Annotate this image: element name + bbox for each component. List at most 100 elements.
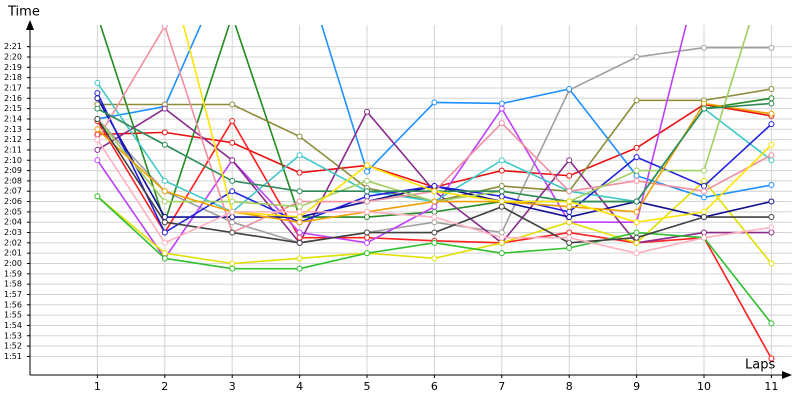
data-point: [633, 144, 640, 151]
x-tick-label: 8: [566, 380, 573, 393]
data-point: [364, 234, 370, 241]
data-point: [498, 239, 505, 246]
x-tick-label: 7: [498, 380, 505, 393]
x-tick-label: 9: [633, 380, 640, 393]
x-tick-label: 3: [229, 380, 236, 393]
data-point: [498, 198, 505, 205]
y-tick-label: 2:17: [4, 83, 22, 92]
data-point: [498, 193, 505, 200]
data-point: [296, 152, 303, 159]
data-point: [768, 229, 775, 236]
data-point: [566, 239, 573, 246]
data-point: [701, 208, 707, 215]
x-tick-label: 11: [764, 380, 778, 393]
y-arrow: [26, 20, 34, 30]
data-point: [566, 172, 573, 179]
data-point: [161, 214, 168, 221]
data-point: [229, 177, 236, 184]
data-point: [633, 239, 640, 246]
y-tick-label: 1:59: [4, 269, 22, 278]
data-point: [229, 139, 236, 146]
data-point: [94, 126, 101, 133]
data-point: [431, 208, 438, 215]
data-point: [364, 198, 370, 205]
data-point: [498, 234, 505, 241]
y-tick-label: 2:15: [4, 104, 22, 113]
data-point: [633, 219, 640, 226]
data-point: [633, 172, 640, 179]
data-point: [768, 224, 775, 231]
data-point: [229, 101, 236, 108]
data-point: [566, 208, 573, 215]
data-point: [498, 105, 505, 112]
data-point: [364, 177, 370, 184]
data-point: [768, 214, 775, 221]
data-point: [701, 229, 707, 236]
data-point: [498, 229, 505, 236]
y-tick-label: 2:13: [4, 125, 22, 134]
data-point: [364, 168, 370, 175]
data-point: [296, 229, 303, 236]
data-point: [161, 255, 168, 262]
data-point: [229, 198, 236, 205]
data-point: [364, 162, 370, 169]
data-point: [296, 198, 303, 205]
data-point: [364, 250, 370, 257]
data-point: [161, 239, 168, 246]
data-point: [229, 118, 236, 125]
data-point: [296, 219, 303, 226]
data-point: [768, 355, 775, 362]
data-point: [94, 90, 101, 97]
y-tick-label: 2:09: [4, 166, 22, 175]
x-axis-label: Laps: [745, 358, 775, 373]
data-point: [566, 188, 573, 195]
data-point: [364, 229, 370, 236]
data-point: [701, 183, 707, 190]
data-point: [161, 250, 168, 257]
data-point: [566, 229, 573, 236]
data-point: [364, 208, 370, 215]
data-point: [633, 177, 640, 184]
data-point: [633, 198, 640, 205]
data-point: [566, 234, 573, 241]
y-tick-label: 1:58: [4, 280, 22, 289]
data-point: [768, 260, 775, 267]
data-point: [364, 193, 370, 200]
data-point: [498, 120, 505, 127]
data-point: [633, 54, 640, 61]
data-point: [701, 100, 707, 107]
data-point: [431, 239, 438, 246]
data-point: [296, 169, 303, 176]
data-point: [768, 100, 775, 107]
data-point: [229, 157, 236, 164]
data-point: [498, 157, 505, 164]
x-tick-label: 6: [431, 380, 438, 393]
y-tick-label: 2:03: [4, 228, 22, 237]
y-tick-label: 2:02: [4, 238, 22, 247]
data-point: [161, 141, 168, 148]
data-point: [94, 115, 101, 122]
data-point: [566, 157, 573, 164]
data-point: [633, 250, 640, 257]
data-point: [94, 193, 101, 200]
data-point: [364, 214, 370, 221]
data-point: [431, 203, 438, 210]
x-tick-label: 2: [161, 380, 168, 393]
data-point: [296, 133, 303, 140]
data-point: [566, 203, 573, 210]
data-point: [768, 95, 775, 102]
data-point: [296, 214, 303, 221]
y-tick-label: 2:19: [4, 63, 22, 72]
data-point: [431, 229, 438, 236]
data-point: [94, 136, 101, 143]
data-point: [498, 203, 505, 210]
data-point: [498, 183, 505, 190]
data-point: [229, 265, 236, 272]
data-point: [768, 320, 775, 327]
data-point: [94, 131, 101, 138]
data-point: [701, 214, 707, 221]
data-point: [229, 219, 236, 226]
data-point: [161, 177, 168, 184]
data-point: [633, 234, 640, 241]
